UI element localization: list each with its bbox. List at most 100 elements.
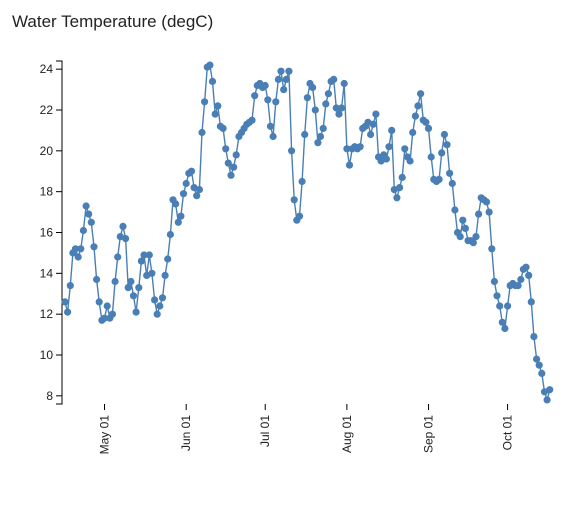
data-point[interactable] bbox=[398, 173, 406, 181]
data-point[interactable] bbox=[517, 275, 525, 284]
data-point[interactable] bbox=[543, 396, 551, 404]
data-point[interactable] bbox=[272, 98, 280, 106]
data-point[interactable] bbox=[269, 132, 277, 141]
data-point[interactable] bbox=[498, 318, 506, 326]
data-point[interactable] bbox=[137, 257, 145, 265]
data-point[interactable] bbox=[448, 179, 456, 188]
data-point[interactable] bbox=[385, 143, 393, 151]
data-point[interactable] bbox=[230, 163, 238, 171]
data-point[interactable] bbox=[124, 284, 132, 292]
data-point[interactable] bbox=[338, 104, 346, 112]
data-point[interactable] bbox=[472, 233, 480, 241]
data-point[interactable] bbox=[490, 277, 498, 286]
data-point[interactable] bbox=[345, 161, 354, 169]
data-point[interactable] bbox=[211, 110, 219, 118]
data-point[interactable] bbox=[195, 186, 203, 194]
data-point[interactable] bbox=[85, 210, 93, 218]
data-point[interactable] bbox=[114, 253, 122, 261]
data-point[interactable] bbox=[79, 226, 87, 235]
data-point[interactable] bbox=[148, 269, 156, 277]
data-point[interactable] bbox=[74, 253, 82, 261]
data-point[interactable] bbox=[332, 104, 340, 112]
data-point[interactable] bbox=[530, 333, 538, 341]
data-point[interactable] bbox=[224, 159, 232, 167]
data-point[interactable] bbox=[201, 98, 209, 106]
data-point[interactable] bbox=[280, 86, 288, 94]
data-point[interactable] bbox=[409, 128, 417, 137]
data-point[interactable] bbox=[95, 298, 103, 306]
data-point[interactable] bbox=[285, 67, 293, 75]
data-point[interactable] bbox=[161, 271, 169, 279]
data-point[interactable] bbox=[264, 96, 272, 104]
data-point[interactable] bbox=[177, 212, 185, 220]
data-point[interactable] bbox=[145, 251, 153, 259]
data-point[interactable] bbox=[187, 167, 196, 175]
data-point[interactable] bbox=[335, 110, 343, 118]
data-point[interactable] bbox=[119, 222, 127, 230]
data-point[interactable] bbox=[456, 233, 464, 241]
data-point[interactable] bbox=[61, 298, 69, 306]
data-point[interactable] bbox=[166, 230, 174, 239]
data-point[interactable] bbox=[232, 151, 240, 159]
data-point[interactable] bbox=[525, 271, 533, 279]
data-point[interactable] bbox=[504, 302, 512, 310]
data-point[interactable] bbox=[111, 277, 119, 286]
data-point[interactable] bbox=[488, 245, 496, 253]
data-point[interactable] bbox=[82, 202, 90, 210]
data-point[interactable] bbox=[388, 126, 396, 134]
data-point[interactable] bbox=[461, 224, 469, 232]
data-point[interactable] bbox=[372, 110, 380, 118]
data-point[interactable] bbox=[277, 67, 285, 75]
data-point[interactable] bbox=[164, 255, 172, 263]
data-point[interactable] bbox=[422, 118, 430, 126]
data-point[interactable] bbox=[151, 296, 159, 304]
data-point[interactable] bbox=[274, 75, 282, 83]
data-point[interactable] bbox=[135, 284, 143, 292]
data-point[interactable] bbox=[522, 263, 530, 271]
data-point[interactable] bbox=[482, 198, 491, 206]
data-point[interactable] bbox=[322, 100, 330, 108]
data-point[interactable] bbox=[424, 124, 433, 132]
data-point[interactable] bbox=[469, 239, 477, 247]
data-point[interactable] bbox=[179, 190, 188, 198]
data-point[interactable] bbox=[214, 102, 222, 110]
data-point[interactable] bbox=[438, 149, 446, 157]
data-point[interactable] bbox=[303, 94, 311, 102]
data-point[interactable] bbox=[222, 145, 230, 153]
data-point[interactable] bbox=[330, 75, 338, 83]
data-point[interactable] bbox=[340, 79, 348, 88]
data-point[interactable] bbox=[172, 200, 180, 208]
data-point[interactable] bbox=[140, 251, 148, 259]
data-point[interactable] bbox=[266, 122, 275, 130]
data-point[interactable] bbox=[219, 124, 227, 132]
data-point[interactable] bbox=[288, 147, 296, 155]
data-point[interactable] bbox=[153, 310, 161, 318]
data-point[interactable] bbox=[282, 75, 290, 83]
data-point[interactable] bbox=[66, 282, 74, 290]
data-point[interactable] bbox=[535, 361, 543, 369]
data-point[interactable] bbox=[343, 145, 351, 153]
data-point[interactable] bbox=[527, 298, 535, 306]
data-point[interactable] bbox=[298, 177, 306, 186]
data-point[interactable] bbox=[208, 77, 217, 85]
data-point[interactable] bbox=[393, 194, 401, 202]
data-point[interactable] bbox=[459, 216, 467, 224]
data-point[interactable] bbox=[290, 196, 298, 204]
data-point[interactable] bbox=[64, 308, 72, 316]
data-point[interactable] bbox=[158, 294, 167, 302]
data-point[interactable] bbox=[132, 308, 140, 316]
data-point[interactable] bbox=[440, 130, 448, 139]
data-point[interactable] bbox=[174, 218, 182, 226]
data-point[interactable] bbox=[411, 112, 419, 120]
data-point[interactable] bbox=[496, 302, 504, 310]
data-point[interactable] bbox=[122, 235, 130, 243]
data-point[interactable] bbox=[103, 302, 111, 310]
data-point[interactable] bbox=[533, 355, 541, 363]
data-point[interactable] bbox=[546, 386, 554, 394]
data-point[interactable] bbox=[227, 171, 235, 179]
data-point[interactable] bbox=[367, 130, 375, 139]
data-point[interactable] bbox=[311, 106, 319, 114]
data-point[interactable] bbox=[493, 292, 501, 300]
data-point[interactable] bbox=[108, 310, 116, 318]
data-point[interactable] bbox=[414, 102, 422, 110]
